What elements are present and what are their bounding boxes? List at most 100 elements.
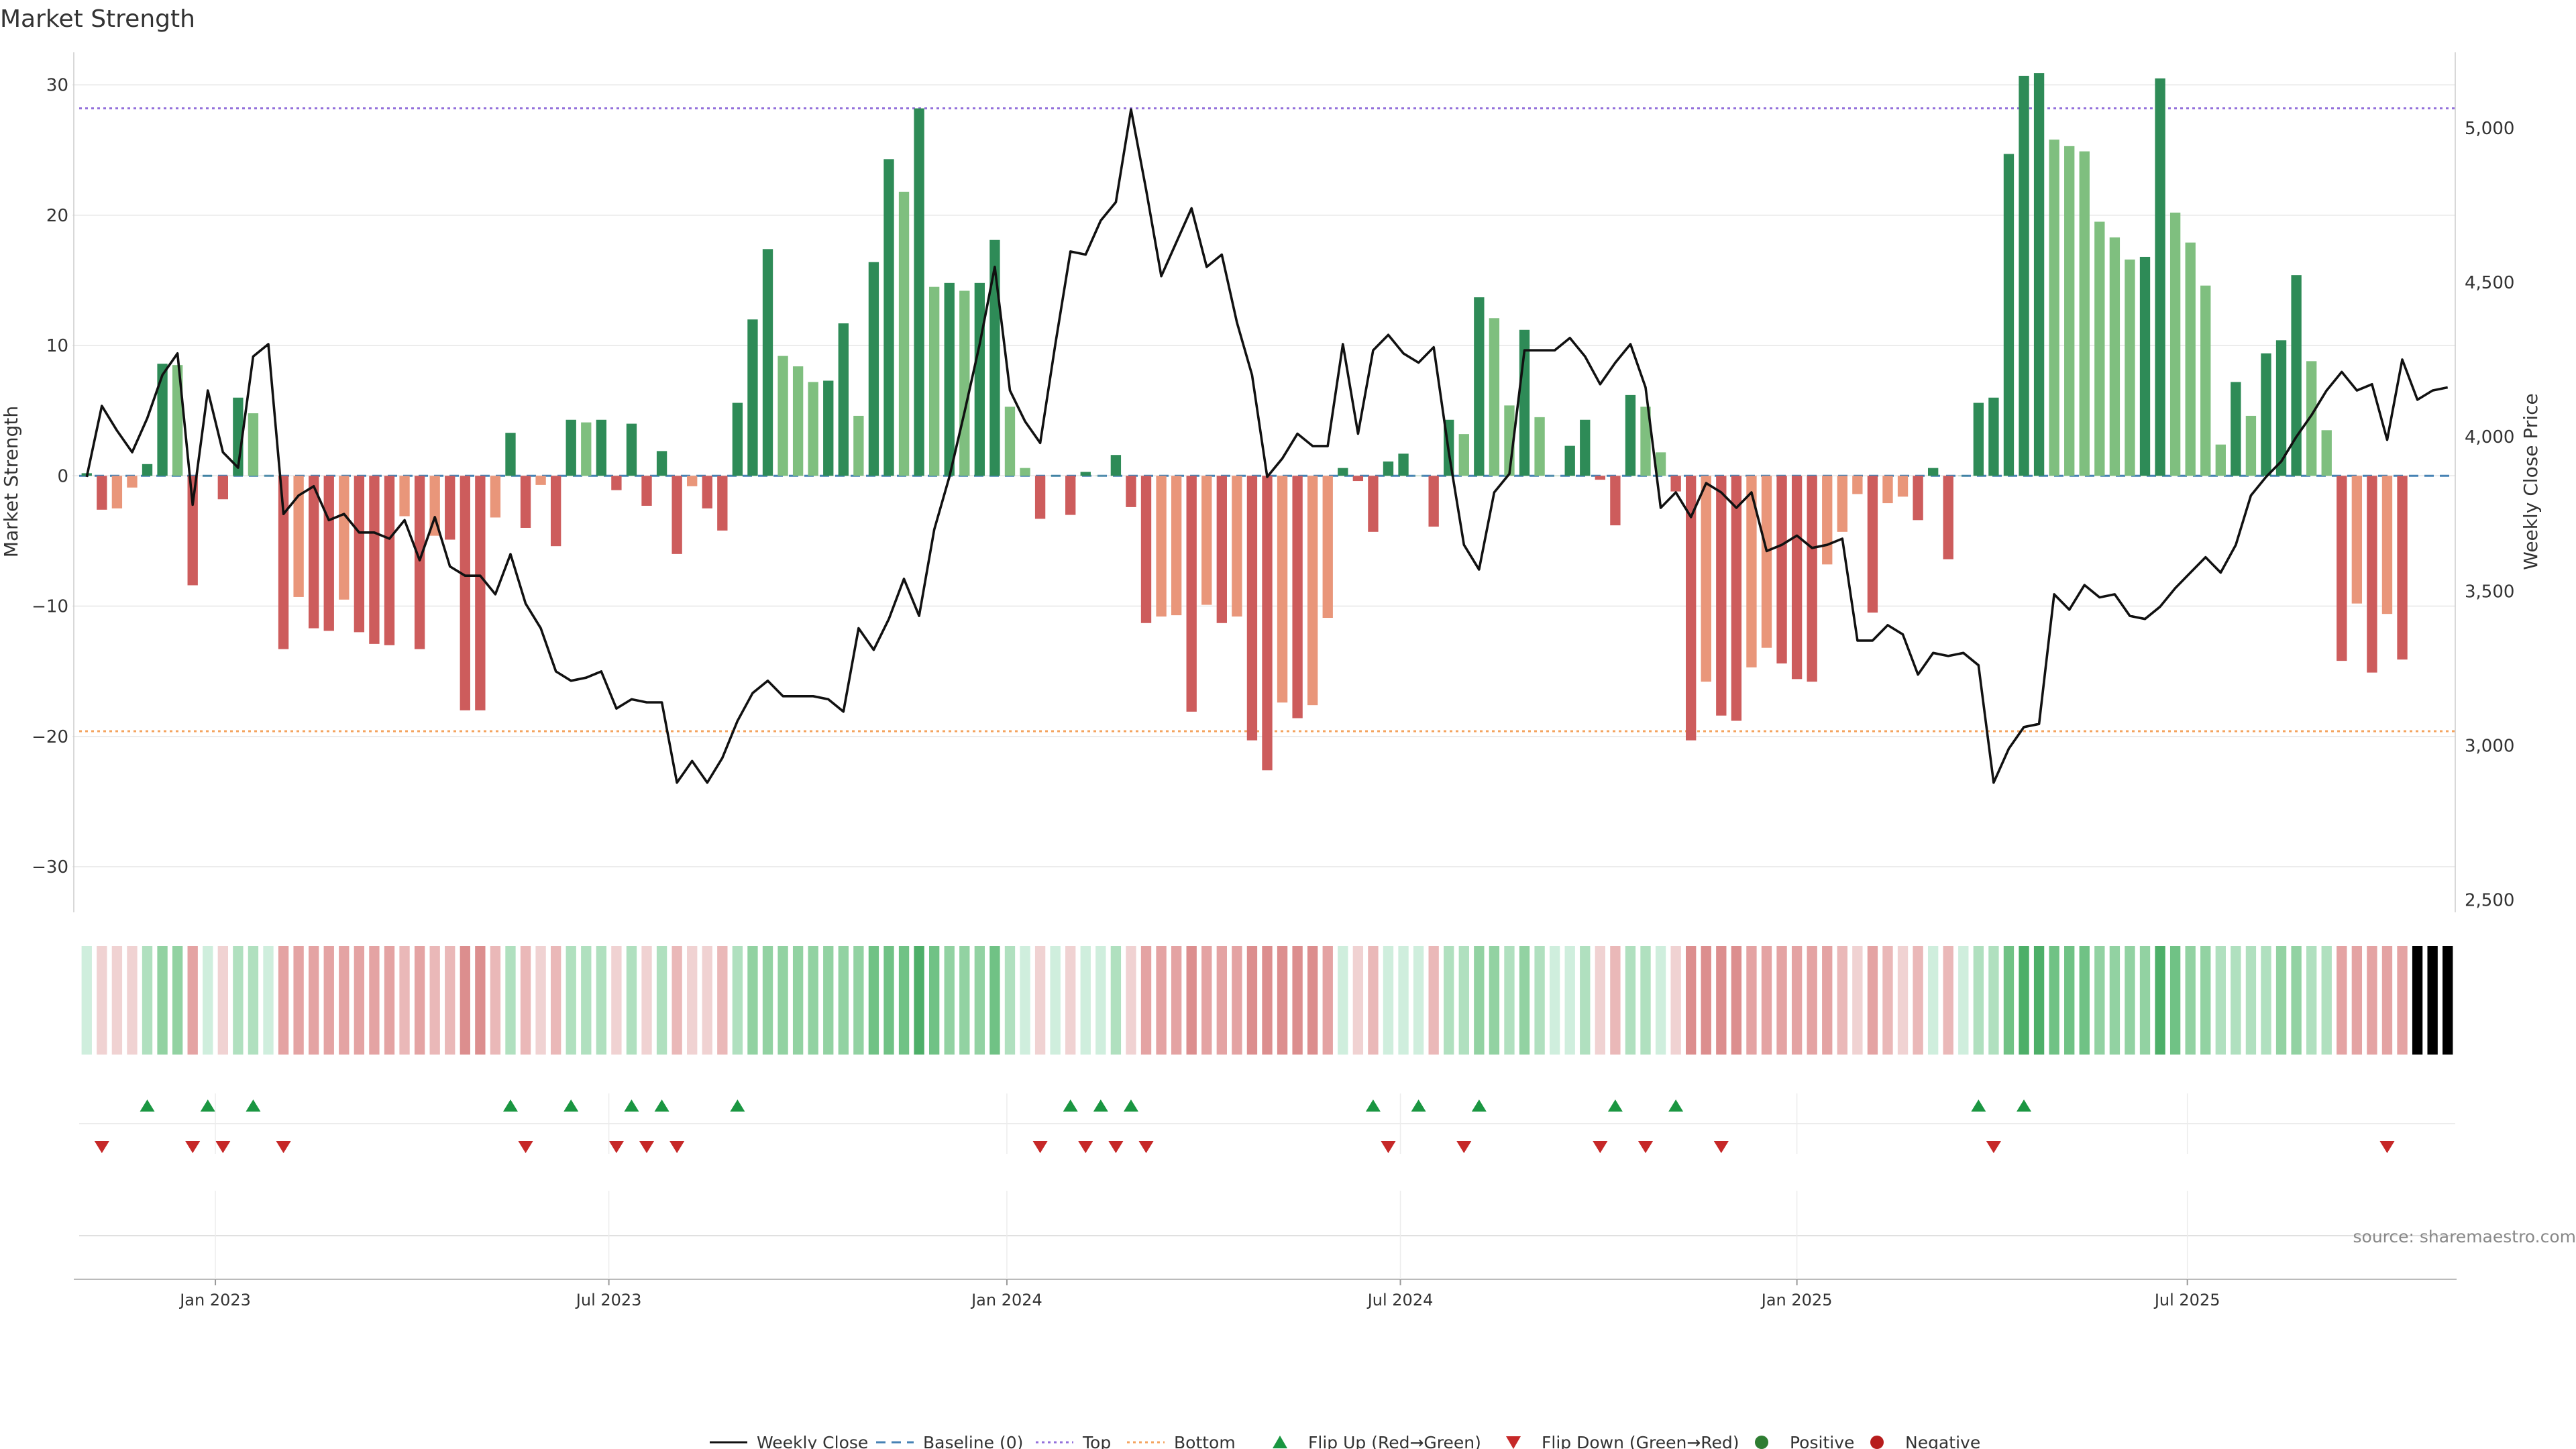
heat-cell: [656, 946, 667, 1055]
strength-bar: [1807, 476, 1817, 682]
heat-cell: [399, 946, 410, 1055]
heat-cell: [974, 946, 985, 1055]
flip-up-marker: [2017, 1099, 2032, 1112]
heat-cell: [914, 946, 924, 1055]
heat-cell: [1277, 946, 1288, 1055]
flip-down-marker: [276, 1141, 291, 1153]
strength-bar: [339, 476, 350, 600]
heat-cell: [626, 946, 637, 1055]
strength-bar: [1489, 318, 1500, 476]
heat-cell: [2321, 946, 2332, 1055]
strength-bar: [2125, 259, 2135, 476]
heat-cell: [2200, 946, 2211, 1055]
heat-cell: [1020, 946, 1030, 1055]
strength-bar: [1201, 476, 1212, 605]
strength-bar: [2397, 476, 2408, 660]
weekly-close-line: [85, 108, 2449, 784]
heat-cell: [2169, 946, 2181, 1055]
heat-cell: [1065, 946, 1076, 1055]
strength-bar: [2337, 476, 2347, 661]
heat-cell: [1943, 946, 1953, 1055]
strength-bar: [2079, 151, 2090, 476]
left-tick-label: −20: [32, 727, 68, 747]
heat-cell: [1050, 946, 1061, 1055]
strength-bar: [777, 356, 788, 476]
flip-up-marker: [200, 1099, 215, 1112]
flip-down-marker: [1381, 1141, 1396, 1153]
heat-cell: [1913, 946, 1923, 1055]
flip-down-marker: [185, 1141, 201, 1153]
heat-cell: [2337, 946, 2347, 1055]
strength-bar: [1004, 407, 1016, 476]
strength-bar: [2291, 275, 2302, 476]
heat-cell: [505, 946, 516, 1055]
heat-cell: [1701, 946, 1711, 1055]
heat-cell: [2049, 946, 2059, 1055]
heat-cell: [293, 946, 304, 1055]
legend-item: Weekly Close: [710, 1433, 868, 1449]
strength-bar: [1791, 476, 1803, 680]
strength-heatstrip: [81, 946, 2453, 1055]
heat-cell: [1458, 946, 1469, 1055]
legend: Weekly Close Baseline (0) Top Bottom Flip Up…: [710, 1433, 1980, 1449]
heat-cell: [1791, 946, 1803, 1055]
heat-cell: [566, 946, 576, 1055]
heat-cell: [460, 946, 470, 1055]
flip-down-marker: [518, 1141, 533, 1153]
flip-down-marker: [1638, 1141, 1654, 1153]
strength-bar: [1988, 397, 1999, 476]
strength-bar: [460, 476, 470, 710]
heat-cell: [323, 946, 334, 1055]
strength-bar: [1640, 407, 1651, 476]
strength-bar: [2094, 221, 2105, 476]
heat-cell: [1655, 946, 1666, 1055]
strength-bar: [2019, 75, 2029, 476]
strength-bar: [369, 476, 380, 644]
heat-cell: [1504, 946, 1515, 1055]
weekly-close-polyline: [85, 108, 2449, 784]
strength-bar: [1398, 453, 1409, 476]
strength-bars: [81, 73, 2408, 771]
strength-bar: [1140, 476, 1152, 623]
strength-bar: [928, 286, 940, 476]
flip-up-marker: [1471, 1099, 1487, 1112]
strength-bar: [2261, 353, 2271, 476]
flip-up-marker: [624, 1099, 639, 1112]
strength-bar: [2049, 140, 2059, 476]
heat-cell: [928, 946, 940, 1055]
heat-cell: [309, 946, 319, 1055]
heat-cell: [233, 946, 244, 1055]
flip-down-marker: [1986, 1141, 2001, 1153]
heat-cell: [2139, 946, 2151, 1055]
flip-up-marker: [1971, 1099, 1986, 1112]
heat-cell: [762, 946, 773, 1055]
heat-cell: [1580, 946, 1591, 1055]
strength-bar: [823, 380, 834, 476]
heat-cell: [157, 946, 168, 1055]
time-tick-label: Jan 2025: [1760, 1291, 1833, 1309]
heat-cell: [248, 946, 259, 1055]
heat-cell: [1670, 946, 1681, 1055]
heat-cell: [898, 946, 910, 1055]
strength-bar: [1474, 297, 1485, 476]
heat-cell: [520, 946, 531, 1055]
heat-cell: [1156, 946, 1167, 1055]
flip-up-marker: [1607, 1099, 1623, 1112]
strength-bar: [142, 464, 153, 476]
heat-cell: [2094, 946, 2105, 1055]
flip-down-marker: [94, 1141, 109, 1153]
heat-cell: [883, 946, 894, 1055]
heat-cell: [611, 946, 622, 1055]
strength-bar: [550, 476, 561, 547]
heat-cell: [641, 946, 652, 1055]
right-tick-label: 4,500: [2465, 273, 2514, 293]
strength-bar: [1156, 476, 1167, 617]
strength-bar: [1428, 476, 1439, 527]
flip-up-marker: [654, 1099, 669, 1112]
strength-bar: [1716, 476, 1727, 716]
left-tick-label: 30: [46, 76, 68, 96]
strength-bar: [1292, 476, 1303, 718]
strength-bar: [399, 476, 410, 517]
strength-bar: [1534, 417, 1545, 476]
strength-bar: [1110, 455, 1122, 476]
